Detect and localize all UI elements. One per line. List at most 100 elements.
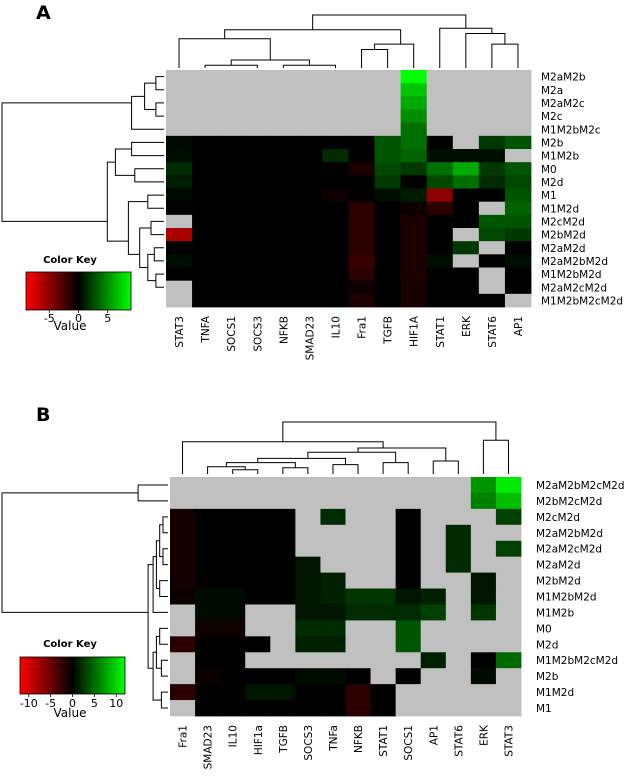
panel-a-row-dendrogram-branch <box>155 102 164 117</box>
panel-b-cell <box>345 684 371 701</box>
panel-a-cell <box>348 293 375 308</box>
panel-a-cell <box>426 70 454 84</box>
panel-a-cell <box>218 109 245 124</box>
panel-a-cell <box>244 241 271 255</box>
panel-b-cell <box>295 700 321 717</box>
panel-a-row-dendrogram-branch <box>106 161 129 242</box>
panel-b-cell <box>370 588 397 605</box>
panel-a-cell <box>400 293 428 308</box>
panel-b-row-label: M2bM2cM2d <box>536 496 602 508</box>
panel-a-cell <box>192 70 219 84</box>
panel-b-column-dendrogram-branch <box>482 439 509 474</box>
panel-b-row-label: M1M2d <box>536 687 574 699</box>
panel-a-cell <box>322 254 349 268</box>
panel-a-cell <box>478 162 506 176</box>
panel-b-cell <box>445 700 472 717</box>
panel-b-cell <box>470 668 497 685</box>
panel-a-column-label: NFKB <box>278 316 290 344</box>
panel-b-color-key-bar <box>19 656 126 695</box>
panel-a-cell <box>218 149 245 163</box>
panel-b-row-label: M1M2bM2cM2d <box>536 655 618 667</box>
panel-a-cell <box>296 241 323 255</box>
panel-b-cell <box>320 572 346 589</box>
panel-b-cell <box>195 684 221 701</box>
panel-b-cell <box>470 620 497 637</box>
panel-a-cell <box>166 254 193 268</box>
panel-b-column-dendrogram-branch <box>382 462 409 474</box>
panel-a-cell <box>244 135 271 150</box>
panel-a-row-label: M2b <box>541 137 564 149</box>
panel-b-cell <box>345 700 371 717</box>
panel-b-cell <box>370 572 397 589</box>
panel-a-cell <box>322 109 349 124</box>
panel-a-cell <box>452 122 480 137</box>
panel-a-cell <box>374 96 402 110</box>
panel-a-cell <box>374 109 402 124</box>
panel-a-cell <box>426 122 454 137</box>
panel-a-cell <box>452 254 480 268</box>
panel-b-cell <box>270 652 296 669</box>
panel-a-row-label: M2aM2c <box>541 98 585 110</box>
panel-a-cell <box>374 83 402 97</box>
panel-b-cell <box>295 652 321 669</box>
panel-a-column-dendrogram-branch <box>204 64 258 68</box>
panel-a-cell <box>374 162 402 176</box>
panel-b-cell <box>195 508 221 526</box>
panel-a-cell <box>426 175 454 189</box>
panel-a-cell <box>270 122 297 137</box>
panel-a-cell <box>400 162 428 176</box>
panel-a-cell <box>166 135 193 150</box>
panel-a-cell <box>426 162 454 176</box>
panel-b-cell <box>470 604 497 621</box>
panel-a-cell <box>296 293 323 308</box>
panel-b-cell <box>220 588 246 605</box>
panel-b-cell <box>445 508 472 526</box>
panel-a-cell <box>322 83 349 97</box>
panel-b-cell <box>345 477 371 494</box>
panel-a-cell <box>400 267 428 282</box>
panel-b-column-dendrogram-branch <box>282 467 309 474</box>
panel-b-row-dendrogram-branch <box>155 635 162 669</box>
panel-a-cell <box>348 135 375 150</box>
panel-a-cell <box>244 96 271 110</box>
panel-b-column-label: SMAD23 <box>203 725 215 769</box>
panel-b-row-label: M2d <box>536 639 558 651</box>
panel-b-row-dendrogram-branch <box>160 659 168 677</box>
panel-a-cell <box>504 149 532 163</box>
panel-a-cell <box>218 241 245 255</box>
panel-b-cell <box>195 492 221 510</box>
panel-a-cell <box>270 149 297 163</box>
panel-a-cell <box>504 122 532 137</box>
panel-a-cell <box>452 175 480 189</box>
panel-a-cell <box>504 241 532 255</box>
panel-b-cell <box>245 477 271 494</box>
panel-a-cell <box>218 188 245 203</box>
panel-b-cell <box>495 684 522 701</box>
panel-a-cell <box>270 280 297 295</box>
panel-b-cell <box>270 572 296 589</box>
panel-b-cell <box>420 668 447 685</box>
panel-a-cell <box>426 135 454 150</box>
panel-b-cell <box>395 556 422 573</box>
panel-a-cell <box>374 254 402 268</box>
panel-a-cell <box>400 188 428 203</box>
panel-b-cell <box>345 604 371 621</box>
panel-b-cell <box>495 524 522 542</box>
panel-a-color-key-title: Color Key <box>43 255 97 266</box>
panel-b-cell <box>445 492 472 510</box>
panel-b-cell <box>420 604 447 621</box>
panel-a-cell <box>348 201 375 216</box>
panel-a-cell <box>296 135 323 150</box>
panel-b-cell <box>295 668 321 685</box>
panel-a-column-label: SOCS3 <box>252 316 264 352</box>
panel-a-cell <box>452 228 480 242</box>
panel-b-cell <box>195 700 221 717</box>
panel-b-cell <box>495 620 522 637</box>
panel-b-cell <box>395 668 422 685</box>
panel-a-cell <box>244 70 271 84</box>
panel-a-column-dendrogram <box>178 14 519 68</box>
panel-a-row-dendrogram-branch <box>153 247 164 262</box>
panel-a-cell <box>270 267 297 282</box>
panel-b-cell <box>420 684 447 701</box>
